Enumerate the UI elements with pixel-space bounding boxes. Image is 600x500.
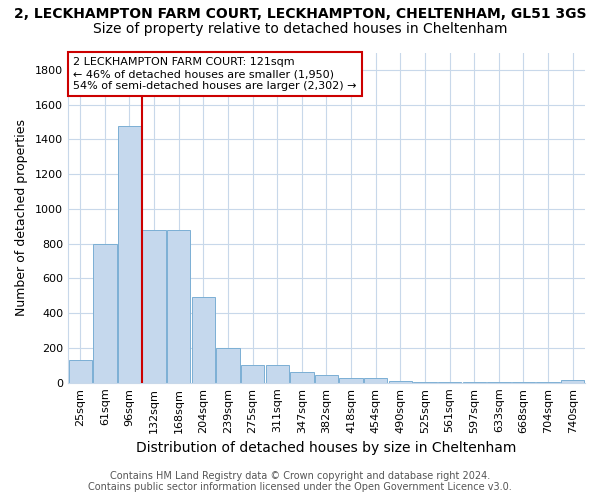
Bar <box>389 382 412 383</box>
X-axis label: Distribution of detached houses by size in Cheltenham: Distribution of detached houses by size … <box>136 441 517 455</box>
Bar <box>216 348 239 383</box>
Text: Size of property relative to detached houses in Cheltenham: Size of property relative to detached ho… <box>93 22 507 36</box>
Bar <box>512 382 535 383</box>
Bar <box>290 372 314 383</box>
Text: 2 LECKHAMPTON FARM COURT: 121sqm
← 46% of detached houses are smaller (1,950)
54: 2 LECKHAMPTON FARM COURT: 121sqm ← 46% o… <box>73 58 356 90</box>
Bar <box>413 382 437 383</box>
Text: Contains HM Land Registry data © Crown copyright and database right 2024.
Contai: Contains HM Land Registry data © Crown c… <box>88 471 512 492</box>
Bar <box>266 364 289 383</box>
Bar <box>536 382 560 383</box>
Bar <box>463 382 486 383</box>
Y-axis label: Number of detached properties: Number of detached properties <box>15 119 28 316</box>
Bar <box>93 244 116 383</box>
Bar <box>438 382 461 383</box>
Bar <box>487 382 511 383</box>
Bar <box>142 230 166 383</box>
Bar <box>315 375 338 383</box>
Bar <box>241 364 264 383</box>
Bar <box>191 297 215 383</box>
Bar <box>118 126 141 383</box>
Bar <box>167 230 190 383</box>
Bar <box>561 380 584 383</box>
Bar <box>340 378 363 383</box>
Text: 2, LECKHAMPTON FARM COURT, LECKHAMPTON, CHELTENHAM, GL51 3GS: 2, LECKHAMPTON FARM COURT, LECKHAMPTON, … <box>14 8 586 22</box>
Bar <box>68 360 92 383</box>
Bar <box>364 378 388 383</box>
